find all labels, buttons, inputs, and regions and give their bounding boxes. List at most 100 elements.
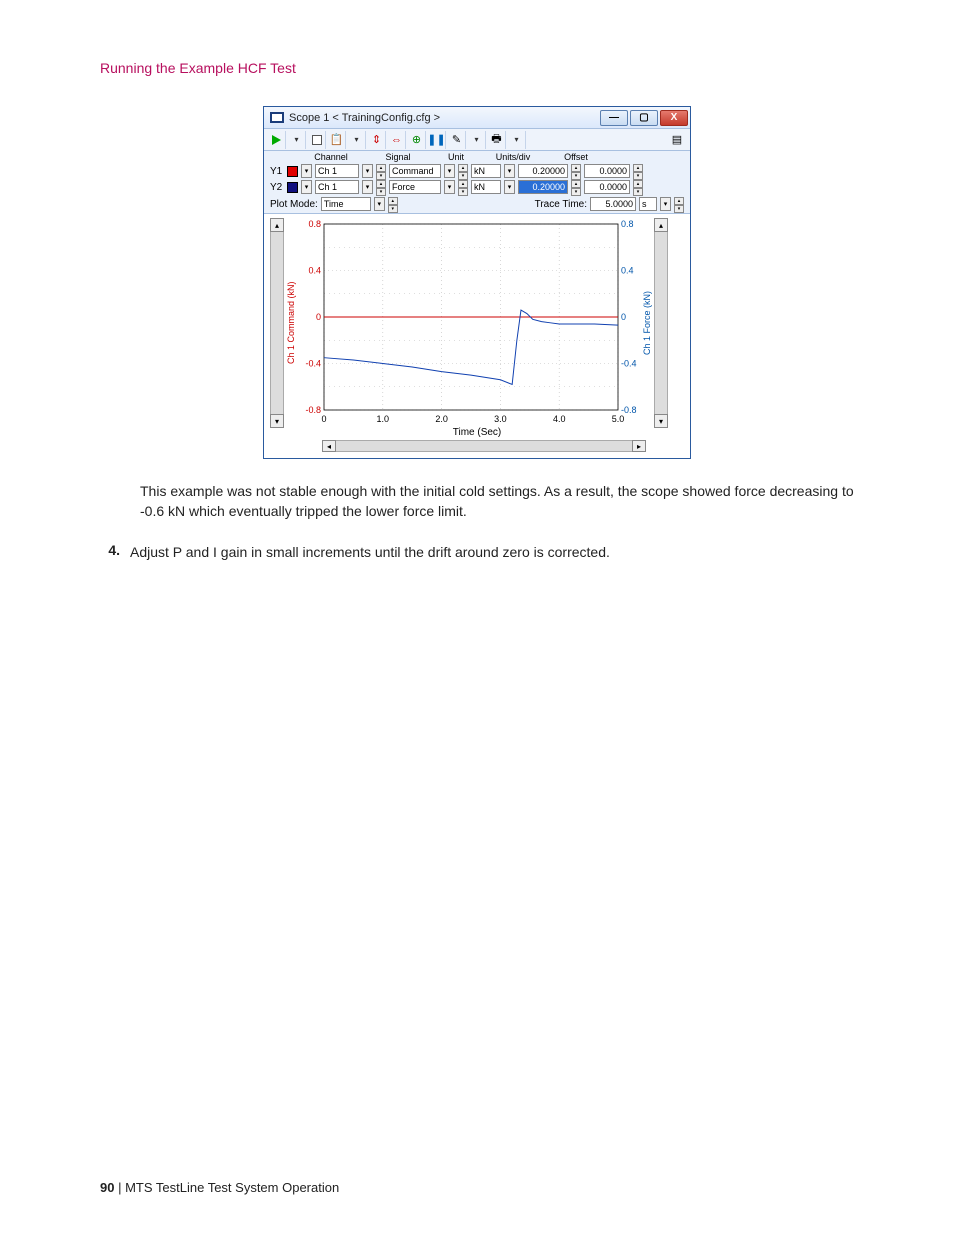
scroll-down-icon[interactable]: ▾ (270, 414, 284, 428)
plotmode-label: Plot Mode: (270, 199, 318, 210)
column-headers: Channel Signal Unit Units/div Offset (264, 151, 690, 163)
plot-svg: -0.8-0.8-0.4-0.4000.40.40.80.801.02.03.0… (298, 218, 640, 428)
plotmode-dd[interactable]: ▾ (374, 197, 385, 211)
unitsdiv-input[interactable]: 0.20000 (518, 180, 568, 194)
tool-print[interactable]: 🖶 (488, 131, 506, 149)
vscroll-left[interactable]: ▴ ▾ (270, 218, 284, 428)
svg-text:0.4: 0.4 (308, 266, 321, 276)
footer-title: MTS TestLine Test System Operation (125, 1180, 339, 1195)
x-axis-label: Time (Sec) (270, 427, 684, 438)
unit-select[interactable]: kN (471, 180, 501, 194)
svg-text:5.0: 5.0 (612, 414, 625, 424)
tool-print-dd[interactable]: ▾ (508, 131, 526, 149)
window-title: Scope 1 < TrainingConfig.cfg > (289, 112, 600, 124)
plotmode-spin[interactable]: ▴▾ (388, 197, 398, 211)
offset-spin[interactable]: ▴▾ (633, 180, 643, 194)
signal-dd[interactable]: ▾ (444, 180, 455, 194)
signal-row-y1: Y1▾Ch 1▾▴▾Command▾▴▾kN▾0.20000▴▾0.0000▴▾ (264, 163, 690, 179)
titlebar: Scope 1 < TrainingConfig.cfg > — ▢ X (264, 107, 690, 129)
page-footer: 90 | MTS TestLine Test System Operation (100, 1180, 339, 1195)
stop-button[interactable] (308, 131, 326, 149)
footer-sep: | (114, 1180, 125, 1195)
play-dropdown[interactable]: ▾ (288, 131, 306, 149)
y2-axis-label: Ch 1 Force (kN) (642, 218, 652, 428)
maximize-button[interactable]: ▢ (630, 110, 658, 126)
color-dd[interactable]: ▾ (301, 164, 312, 178)
signal-spin[interactable]: ▴▾ (458, 180, 468, 194)
hdr-channel: Channel (298, 152, 364, 162)
vscroll-right[interactable]: ▴ ▾ (654, 218, 668, 428)
tracetime-unit[interactable]: s (639, 197, 657, 211)
svg-text:0: 0 (321, 414, 326, 424)
channel-spin[interactable]: ▴▾ (376, 180, 386, 194)
close-button[interactable]: X (660, 110, 688, 126)
offset-input[interactable]: 0.0000 (584, 180, 630, 194)
plot-area: ▴ ▾ Ch 1 Command (kN) -0.8-0.8-0.4-0.400… (264, 214, 690, 458)
row-label: Y2 (270, 182, 284, 193)
tracetime-label: Trace Time: (535, 199, 587, 210)
scroll-up-icon[interactable]: ▴ (270, 218, 284, 232)
unit-dd[interactable]: ▾ (504, 164, 515, 178)
scope-window: Scope 1 < TrainingConfig.cfg > — ▢ X ▾ 📋… (263, 106, 691, 459)
channel-select[interactable]: Ch 1 (315, 180, 359, 194)
svg-text:4.0: 4.0 (553, 414, 566, 424)
channel-spin[interactable]: ▴▾ (376, 164, 386, 178)
signal-select[interactable]: Force (389, 180, 441, 194)
svg-text:-0.4: -0.4 (621, 359, 637, 369)
signal-dd[interactable]: ▾ (444, 164, 455, 178)
tool-scale-x[interactable]: ⇔ (388, 131, 406, 149)
svg-text:0.8: 0.8 (621, 219, 634, 229)
channel-dd[interactable]: ▾ (362, 180, 373, 194)
hdr-unit: Unit (432, 152, 480, 162)
svg-text:0.4: 0.4 (621, 266, 634, 276)
footer-pagenum: 90 (100, 1180, 114, 1195)
tool-pause[interactable]: ❚❚ (428, 131, 446, 149)
play-button[interactable] (268, 131, 286, 149)
tool-scale-y[interactable]: ⇕ (368, 131, 386, 149)
scroll-right-icon[interactable]: ▸ (632, 440, 646, 452)
unit-dd[interactable]: ▾ (504, 180, 515, 194)
svg-text:0: 0 (621, 312, 626, 322)
unitsdiv-spin[interactable]: ▴▾ (571, 180, 581, 194)
unit-select[interactable]: kN (471, 164, 501, 178)
channel-select[interactable]: Ch 1 (315, 164, 359, 178)
toolbar: ▾ 📋 ▾ ⇕ ⇔ ⊕ ❚❚ ✎ ▾ 🖶 ▾ ▤ (264, 129, 690, 151)
svg-text:3.0: 3.0 (494, 414, 507, 424)
signal-row-y2: Y2▾Ch 1▾▴▾Force▾▴▾kN▾0.20000▴▾0.0000▴▾ (264, 179, 690, 195)
scroll-left-icon[interactable]: ◂ (322, 440, 336, 452)
plotmode-select[interactable]: Time (321, 197, 371, 211)
tracetime-value[interactable]: 5.0000 (590, 197, 636, 211)
svg-text:-0.8: -0.8 (305, 405, 321, 415)
tool-zoom[interactable]: ⊕ (408, 131, 426, 149)
tool-marker[interactable]: ✎ (448, 131, 466, 149)
hscroll[interactable]: ◂ ▸ (322, 440, 646, 452)
offset-spin[interactable]: ▴▾ (633, 164, 643, 178)
row-label: Y1 (270, 166, 284, 177)
y1-axis-label: Ch 1 Command (kN) (286, 218, 296, 428)
unitsdiv-input[interactable]: 0.20000 (518, 164, 568, 178)
body-paragraph: This example was not stable enough with … (140, 481, 854, 522)
color-swatch[interactable] (287, 182, 298, 193)
tool-marker-dd[interactable]: ▾ (468, 131, 486, 149)
signal-spin[interactable]: ▴▾ (458, 164, 468, 178)
tool-settings[interactable]: ▤ (668, 131, 686, 149)
offset-input[interactable]: 0.0000 (584, 164, 630, 178)
hdr-unitsdiv: Units/div (480, 152, 546, 162)
hdr-signal: Signal (364, 152, 432, 162)
screenshot-container: Scope 1 < TrainingConfig.cfg > — ▢ X ▾ 📋… (100, 106, 854, 459)
hdr-offset: Offset (546, 152, 606, 162)
scroll-up-icon[interactable]: ▴ (654, 218, 668, 232)
tool-clipboard-dd[interactable]: ▾ (348, 131, 366, 149)
channel-dd[interactable]: ▾ (362, 164, 373, 178)
minimize-button[interactable]: — (600, 110, 628, 126)
signal-select[interactable]: Command (389, 164, 441, 178)
svg-text:-0.4: -0.4 (305, 359, 321, 369)
color-dd[interactable]: ▾ (301, 180, 312, 194)
tracetime-spin[interactable]: ▴▾ (674, 197, 684, 211)
unitsdiv-spin[interactable]: ▴▾ (571, 164, 581, 178)
color-swatch[interactable] (287, 166, 298, 177)
svg-text:0.8: 0.8 (308, 219, 321, 229)
tracetime-dd[interactable]: ▾ (660, 197, 671, 211)
tool-clipboard[interactable]: 📋 (328, 131, 346, 149)
scroll-down-icon[interactable]: ▾ (654, 414, 668, 428)
